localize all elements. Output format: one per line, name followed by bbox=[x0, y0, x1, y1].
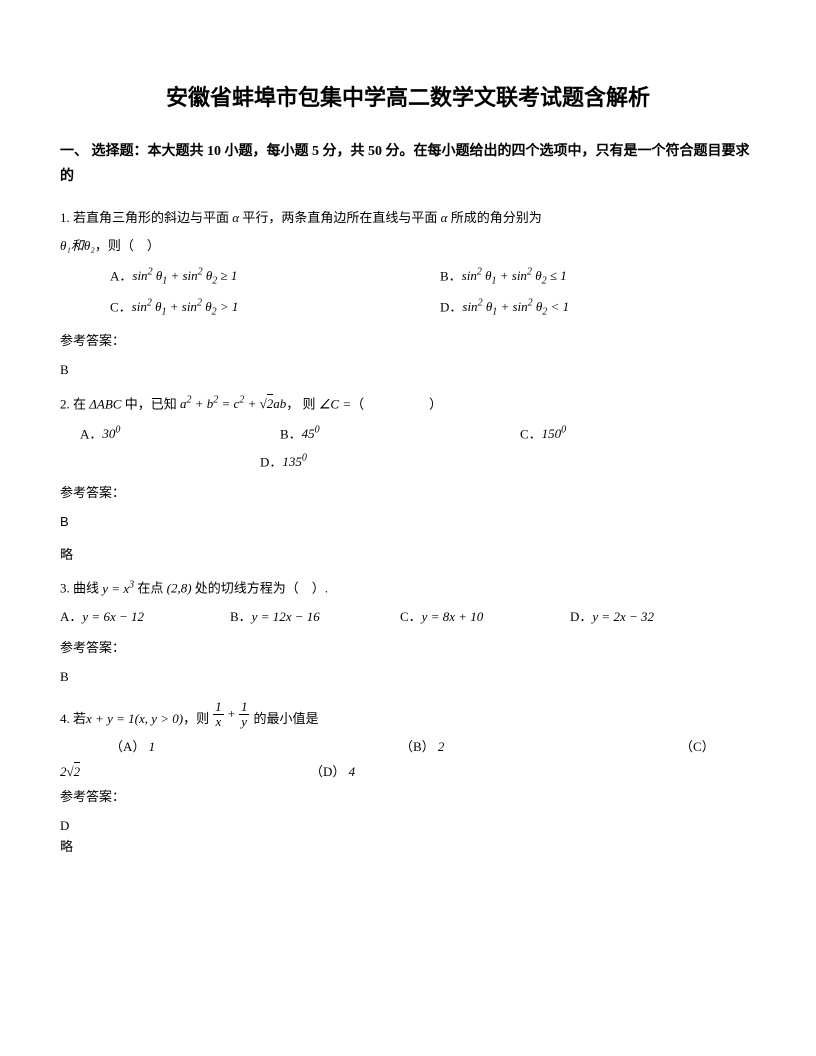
q2-t2: 中，已知 bbox=[121, 396, 180, 411]
q4-optA-val: 1 bbox=[149, 739, 156, 754]
q4-options-row2: 2√2 （D） 4 bbox=[60, 762, 756, 783]
q3-optB-label: B． bbox=[230, 609, 252, 624]
q2-text: 2. 在 ΔABC 中，已知 a2 + b2 = c2 + √2ab， 则 ∠C… bbox=[60, 393, 756, 415]
q4-optB-val: 2 bbox=[438, 739, 445, 754]
q2-lue: 略 bbox=[60, 545, 756, 566]
q3-t2: 在点 bbox=[134, 581, 167, 596]
q4-optC: （C） bbox=[680, 737, 715, 758]
q1-t2: 平行，两条直角边所在直线与平面 bbox=[239, 210, 441, 225]
q2-optB-val: 450 bbox=[302, 426, 320, 441]
q1-text-line2: θ₁和θ₂，则（ ） bbox=[60, 236, 756, 257]
q3-optD: D．y = 2x − 32 bbox=[570, 607, 740, 628]
question-3: 3. 曲线 y = x3 在点 (2,8) 处的切线方程为（ ）. A．y = … bbox=[60, 577, 756, 688]
q1-optC-label: C． bbox=[110, 299, 132, 314]
q3-optA: A．y = 6x − 12 bbox=[60, 607, 230, 628]
q1-optC: C．sin2 θ1 + sin2 θ2 > 1 bbox=[110, 296, 440, 321]
q4-t2: ，则 bbox=[183, 709, 209, 730]
q4-optB-label: （B） bbox=[400, 739, 435, 754]
q3-optB-val: y = 12x − 16 bbox=[252, 609, 320, 624]
q3-optC: C．y = 8x + 10 bbox=[400, 607, 570, 628]
q1-text-line1: 1. 若直角三角形的斜边与平面 α 平行，两条直角边所在直线与平面 α 所成的角… bbox=[60, 208, 756, 229]
q1-optB-label: B． bbox=[440, 268, 462, 283]
q3-optC-label: C． bbox=[400, 609, 422, 624]
section-header: 一、 选择题：本大题共 10 小题，每小题 5 分，共 50 分。在每小题给出的… bbox=[60, 139, 756, 189]
q3-answer: B bbox=[60, 667, 756, 688]
q2-answer-label: 参考答案： bbox=[60, 483, 756, 504]
q3-optD-val: y = 2x − 32 bbox=[592, 609, 654, 624]
q4-optC-val-wrap: 2√2 bbox=[60, 762, 310, 783]
q1-options-row1: A．sin2 θ1 + sin2 θ2 ≥ 1 B．sin2 θ1 + sin2… bbox=[60, 265, 756, 290]
q3-optA-val: y = 6x − 12 bbox=[82, 609, 144, 624]
q1-answer-label: 参考答案： bbox=[60, 331, 756, 352]
q3-optA-label: A． bbox=[60, 609, 82, 624]
q3-t1: 3. 曲线 bbox=[60, 581, 102, 596]
q4-answer-label: 参考答案： bbox=[60, 787, 756, 808]
q4-optD-val: 4 bbox=[349, 764, 356, 779]
q4-optD-label: （D） bbox=[310, 764, 345, 779]
q1-t1: 1. 若直角三角形的斜边与平面 bbox=[60, 210, 232, 225]
q2-optA-val: 300 bbox=[102, 426, 120, 441]
q3-optC-val: y = 8x + 10 bbox=[422, 609, 484, 624]
q4-answer: D bbox=[60, 816, 756, 837]
q1-optA-label: A． bbox=[110, 268, 132, 283]
q4-text: 4. 若 x + y = 1(x, y > 0)，则 1x + 1y 的最小值是 bbox=[60, 700, 756, 730]
q2-optC: C．1500 bbox=[520, 423, 566, 445]
q1-options-row2: C．sin2 θ1 + sin2 θ2 > 1 D．sin2 θ1 + sin2… bbox=[60, 296, 756, 321]
q2-optA: A．300 bbox=[80, 423, 280, 445]
q2-optD-val: 1350 bbox=[282, 454, 307, 469]
q4-optA: （A） 1 bbox=[110, 737, 400, 758]
q1-theta: θ₁和θ₂ bbox=[60, 238, 95, 253]
q4-optC-label: （C） bbox=[680, 739, 715, 754]
q4-t1: 4. 若 bbox=[60, 709, 86, 730]
q2-angle: ∠C = bbox=[319, 396, 351, 411]
q2-t4: （ ） bbox=[351, 396, 442, 411]
q4-t3: 的最小值是 bbox=[253, 709, 318, 730]
q1-optA-formula: sin2 θ1 + sin2 θ2 ≥ 1 bbox=[132, 268, 237, 283]
q1-optD: D．sin2 θ1 + sin2 θ2 < 1 bbox=[440, 296, 569, 321]
q4-options-row1: （A） 1 （B） 2 （C） bbox=[60, 737, 756, 758]
question-1: 1. 若直角三角形的斜边与平面 α 平行，两条直角边所在直线与平面 α 所成的角… bbox=[60, 208, 756, 381]
q2-answer: B bbox=[60, 512, 756, 533]
q2-optC-label: C． bbox=[520, 426, 542, 441]
q2-optB: B．450 bbox=[280, 423, 520, 445]
q3-curve: y = x3 bbox=[102, 581, 134, 596]
q3-options: A．y = 6x − 12 B．y = 12x − 16 C．y = 8x + … bbox=[60, 607, 756, 628]
q4-optD: （D） 4 bbox=[310, 762, 355, 783]
q3-t3: 处的切线方程为（ ）. bbox=[192, 581, 329, 596]
q4-optC-val: 2√2 bbox=[60, 762, 80, 779]
q3-optB: B．y = 12x − 16 bbox=[230, 607, 400, 628]
q1-answer: B bbox=[60, 360, 756, 381]
q2-optD-row: D．1350 bbox=[60, 451, 756, 473]
q3-answer-label: 参考答案： bbox=[60, 638, 756, 659]
page-title: 安徽省蚌埠市包集中学高二数学文联考试题含解析 bbox=[60, 80, 756, 115]
question-2: 2. 在 ΔABC 中，已知 a2 + b2 = c2 + √2ab， 则 ∠C… bbox=[60, 393, 756, 566]
q2-options-row1: A．300 B．450 C．1500 bbox=[60, 423, 756, 445]
q1-optA: A．sin2 θ1 + sin2 θ2 ≥ 1 bbox=[110, 265, 440, 290]
q1-optB: B．sin2 θ1 + sin2 θ2 ≤ 1 bbox=[440, 265, 567, 290]
q2-f1: a2 + b2 = c2 + √2ab bbox=[180, 396, 286, 411]
q4-optA-label: （A） bbox=[110, 739, 145, 754]
q4-cond: x + y = 1(x, y > 0) bbox=[86, 709, 183, 730]
q1-optB-formula: sin2 θ1 + sin2 θ2 ≤ 1 bbox=[462, 268, 567, 283]
q1-t4: ，则（ ） bbox=[95, 238, 160, 253]
q2-optB-label: B． bbox=[280, 426, 302, 441]
q2-optD-label: D． bbox=[260, 454, 282, 469]
q2-t1: 2. 在 bbox=[60, 396, 89, 411]
q2-triangle: ΔABC bbox=[89, 396, 121, 411]
q3-text: 3. 曲线 y = x3 在点 (2,8) 处的切线方程为（ ）. bbox=[60, 577, 756, 599]
question-4: 4. 若 x + y = 1(x, y > 0)，则 1x + 1y 的最小值是… bbox=[60, 700, 756, 858]
q1-optD-formula: sin2 θ1 + sin2 θ2 < 1 bbox=[462, 299, 569, 314]
q4-lue: 略 bbox=[60, 837, 756, 858]
q2-t3: ， 则 bbox=[286, 396, 319, 411]
q3-point: (2,8) bbox=[167, 581, 192, 596]
q1-optD-label: D． bbox=[440, 299, 462, 314]
q2-optA-label: A． bbox=[80, 426, 102, 441]
q2-optC-val: 1500 bbox=[542, 426, 567, 441]
q4-optB: （B） 2 bbox=[400, 737, 680, 758]
q1-optC-formula: sin2 θ1 + sin2 θ2 > 1 bbox=[132, 299, 239, 314]
q3-optD-label: D． bbox=[570, 609, 592, 624]
q4-frac: 1x + 1y bbox=[209, 700, 253, 730]
q1-t3: 所成的角分别为 bbox=[447, 210, 541, 225]
